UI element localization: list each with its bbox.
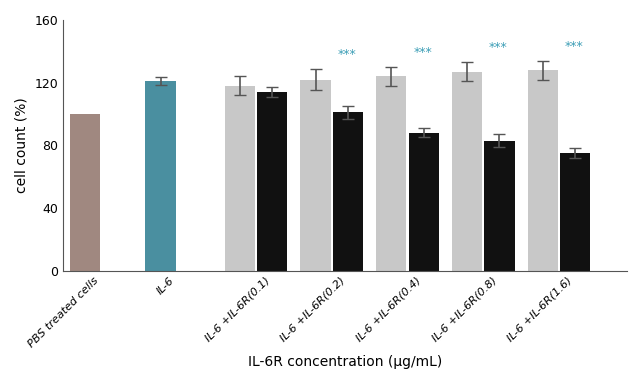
Text: ***: *** <box>564 40 584 53</box>
Bar <box>225 86 255 271</box>
X-axis label: IL-6R concentration (μg/mL): IL-6R concentration (μg/mL) <box>248 355 442 369</box>
Bar <box>484 141 514 271</box>
Text: ***: *** <box>489 41 508 55</box>
Bar <box>145 81 176 271</box>
Y-axis label: cell count (%): cell count (%) <box>15 98 29 193</box>
Bar <box>452 72 482 271</box>
Bar <box>376 76 406 271</box>
Bar <box>69 114 100 271</box>
Bar <box>528 70 558 271</box>
Bar <box>257 92 288 271</box>
Bar <box>300 79 331 271</box>
Text: ***: *** <box>338 48 356 61</box>
Bar <box>333 113 363 271</box>
Text: ***: *** <box>413 46 432 59</box>
Bar <box>408 133 439 271</box>
Bar <box>560 153 590 271</box>
